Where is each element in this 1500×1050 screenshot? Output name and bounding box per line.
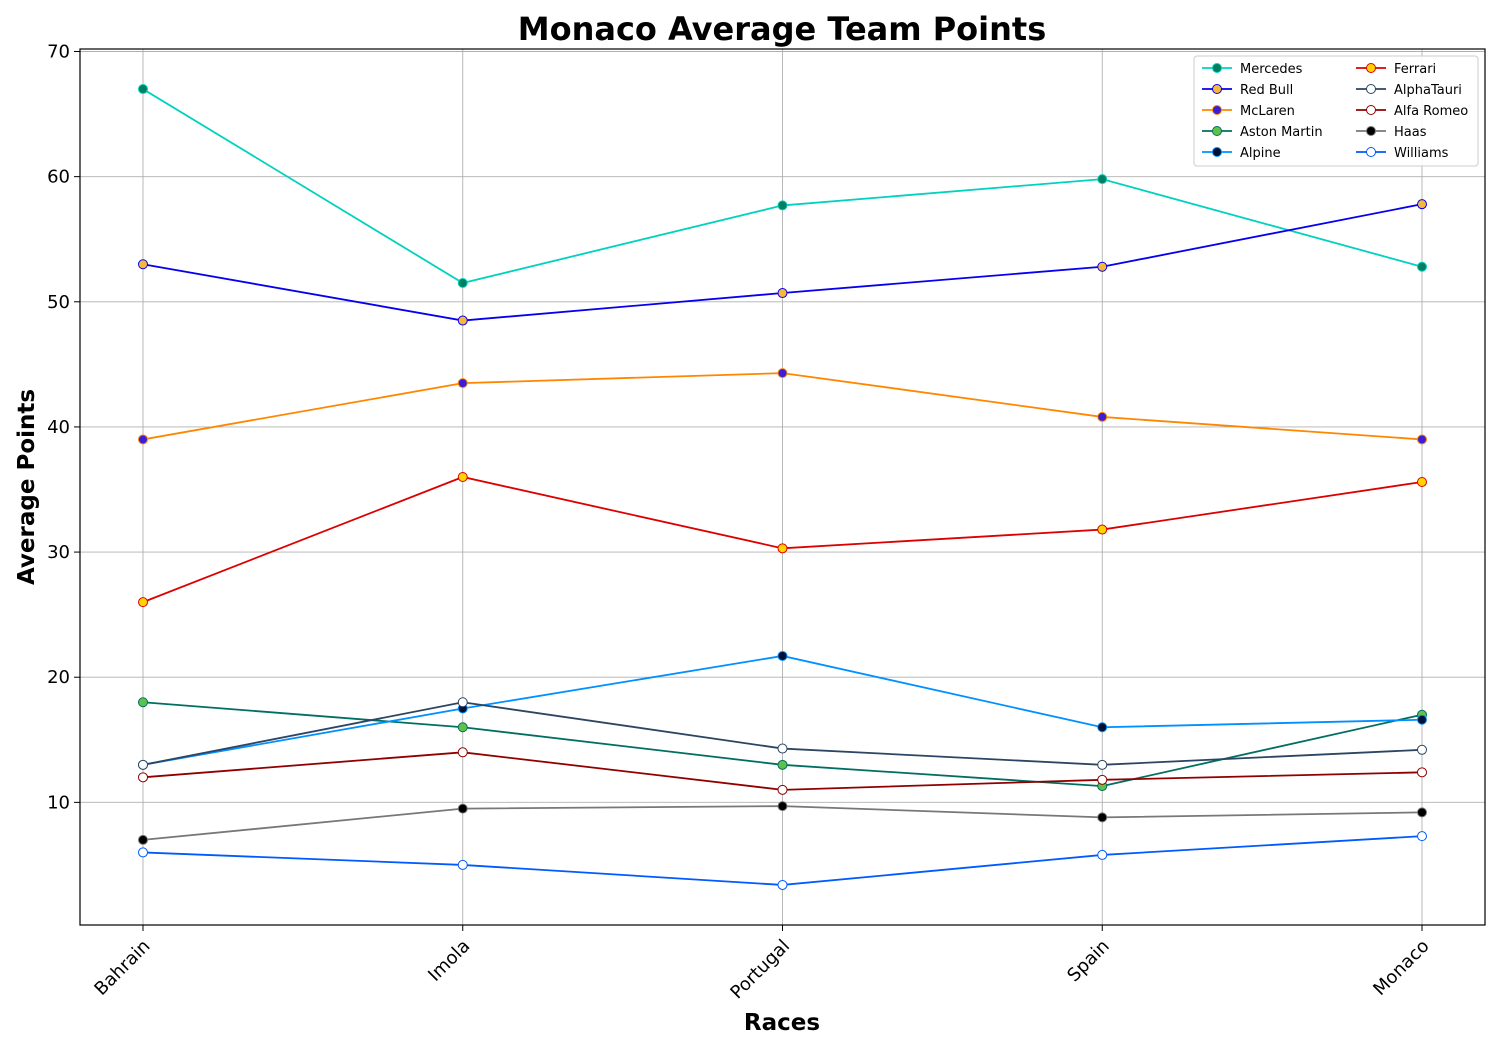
y-tick-label: 10 bbox=[47, 792, 70, 813]
data-point-mclaren bbox=[1097, 411, 1108, 422]
data-point-haas bbox=[1097, 812, 1108, 823]
data-point-ferrari bbox=[777, 543, 788, 554]
legend: Mercedes Red Bull McLaren Aston Martin Alpin… bbox=[1193, 55, 1479, 167]
data-point-haas bbox=[777, 801, 788, 812]
legend-entry-label: Ferrari bbox=[1394, 62, 1436, 77]
x-axis-label: Races bbox=[744, 1010, 820, 1036]
legend-marker bbox=[1366, 147, 1376, 157]
data-point-alpine bbox=[777, 650, 788, 661]
data-point-alphatauri bbox=[777, 743, 788, 754]
y-axis-ticks: 10 20 30 40 50 60 70 bbox=[47, 42, 80, 813]
data-point-ferrari bbox=[138, 597, 148, 608]
legend-entry-label: Red Bull bbox=[1240, 83, 1293, 98]
data-point-mercedes bbox=[1097, 174, 1108, 185]
legend-frame bbox=[1193, 55, 1479, 167]
data-point-williams bbox=[1097, 849, 1108, 860]
data-point-williams bbox=[1417, 831, 1427, 842]
data-point-williams bbox=[457, 859, 468, 870]
legend-marker bbox=[1212, 63, 1222, 73]
legend-entry-label: Williams bbox=[1394, 146, 1449, 161]
data-point-ferrari bbox=[1097, 524, 1108, 535]
data-point-williams bbox=[777, 879, 788, 890]
legend-marker bbox=[1212, 147, 1222, 157]
data-point-alfa-romeo bbox=[457, 747, 468, 758]
chart-title: Monaco Average Team Points bbox=[518, 10, 1047, 48]
data-point-alphatauri bbox=[138, 759, 148, 770]
data-point-mclaren bbox=[457, 378, 468, 389]
data-point-red-bull bbox=[138, 259, 148, 270]
data-point-ferrari bbox=[1417, 476, 1427, 487]
data-point-aston-martin bbox=[777, 759, 788, 770]
legend-marker bbox=[1366, 105, 1376, 115]
y-tick-label: 50 bbox=[47, 292, 70, 313]
data-point-alfa-romeo bbox=[1417, 767, 1427, 778]
legend-marker bbox=[1212, 84, 1222, 94]
data-point-alfa-romeo bbox=[138, 772, 148, 783]
data-point-red-bull bbox=[777, 288, 788, 299]
y-tick-label: 30 bbox=[47, 542, 70, 563]
legend-marker bbox=[1212, 105, 1222, 115]
y-axis-label: Average Points bbox=[14, 389, 40, 585]
series-markers bbox=[138, 84, 1427, 890]
data-point-mercedes bbox=[1417, 261, 1427, 272]
legend-entry-label: Alpine bbox=[1240, 146, 1281, 161]
legend-marker bbox=[1212, 126, 1222, 136]
y-tick-label: 20 bbox=[47, 667, 70, 688]
legend-entry-label: AlphaTauri bbox=[1394, 83, 1462, 98]
data-point-alpine bbox=[1417, 714, 1427, 725]
x-tick-label: Bahrain bbox=[90, 936, 154, 1000]
x-axis-ticks: Bahrain Imola Portugal Spain Monaco bbox=[90, 925, 1434, 1004]
data-point-alfa-romeo bbox=[777, 784, 788, 795]
data-point-mercedes bbox=[457, 278, 468, 289]
legend-marker bbox=[1366, 63, 1376, 73]
data-point-alphatauri bbox=[1097, 759, 1108, 770]
x-tick-label: Monaco bbox=[1369, 936, 1433, 1000]
x-tick-label: Spain bbox=[1063, 936, 1113, 986]
data-point-mclaren bbox=[138, 434, 148, 445]
legend-entry-label: Aston Martin bbox=[1240, 125, 1323, 140]
legend-marker bbox=[1366, 126, 1376, 136]
data-point-aston-martin bbox=[138, 697, 148, 708]
data-point-alpine bbox=[1097, 722, 1108, 733]
data-point-haas bbox=[457, 803, 468, 814]
legend-entry-label: McLaren bbox=[1240, 104, 1295, 119]
data-point-alphatauri bbox=[1417, 744, 1427, 755]
x-tick-label: Imola bbox=[424, 936, 474, 986]
data-point-red-bull bbox=[1097, 261, 1108, 272]
data-point-haas bbox=[1417, 807, 1427, 818]
data-point-aston-martin bbox=[457, 722, 468, 733]
grid bbox=[80, 49, 1485, 925]
legend-marker bbox=[1366, 84, 1376, 94]
data-point-mclaren bbox=[1417, 434, 1427, 445]
legend-entry-label: Haas bbox=[1394, 125, 1427, 140]
y-tick-label: 60 bbox=[47, 167, 70, 188]
data-point-williams bbox=[138, 847, 148, 858]
data-point-alfa-romeo bbox=[1097, 774, 1108, 785]
legend-entry-label: Mercedes bbox=[1240, 62, 1303, 77]
y-tick-label: 70 bbox=[47, 42, 70, 63]
data-point-red-bull bbox=[457, 315, 468, 326]
x-tick-label: Portugal bbox=[726, 936, 794, 1004]
data-point-red-bull bbox=[1417, 199, 1427, 210]
data-point-mclaren bbox=[777, 368, 788, 379]
data-point-haas bbox=[138, 834, 148, 845]
data-point-ferrari bbox=[457, 471, 468, 482]
y-tick-label: 40 bbox=[47, 417, 70, 438]
data-point-mercedes bbox=[777, 200, 788, 211]
data-point-mercedes bbox=[138, 84, 148, 95]
legend-entry-label: Alfa Romeo bbox=[1394, 104, 1468, 119]
data-point-alphatauri bbox=[457, 697, 468, 708]
